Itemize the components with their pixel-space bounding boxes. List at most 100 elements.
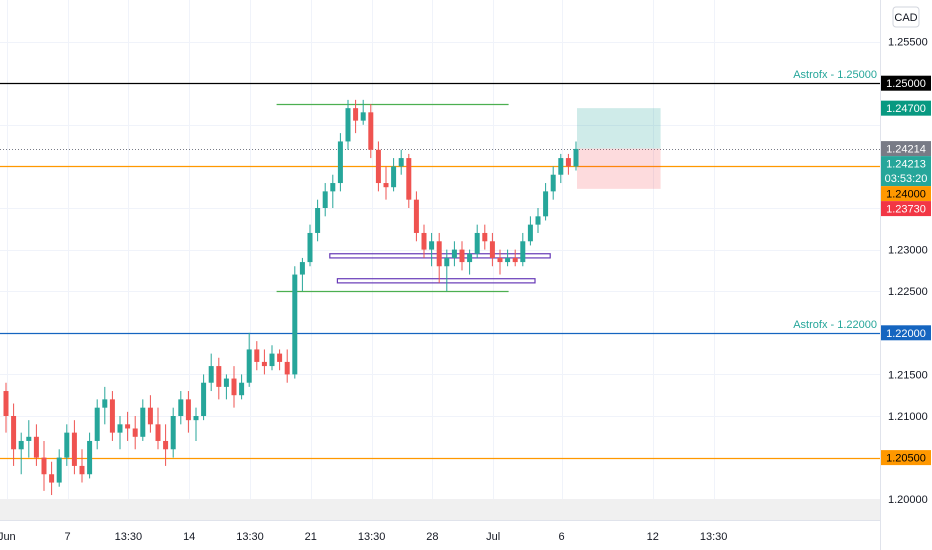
- candle-body: [102, 399, 108, 408]
- price-tag-bg: [881, 75, 931, 91]
- price-tick-label: 1.23000: [888, 245, 928, 257]
- zone-rectangle[interactable]: [336, 278, 536, 284]
- candle-body: [155, 424, 161, 441]
- price-tags: 1.250001.247001.242141.2421303:53:201.24…: [881, 75, 931, 466]
- price-tag-label: 1.20500: [886, 453, 926, 465]
- candle: [94, 399, 100, 450]
- candle: [497, 249, 503, 275]
- countdown-label: 03:53:20: [885, 173, 928, 185]
- time-tick-label: 28: [426, 531, 438, 543]
- candle: [391, 158, 397, 192]
- candle-body: [398, 158, 404, 167]
- price-tag: 1.25000: [881, 75, 931, 91]
- candle: [87, 432, 93, 479]
- candle-body: [550, 174, 556, 192]
- time-axis[interactable]: Jun 7 13:30 14 13:30 21 13:30 28 Jul 6 12 13:30: [0, 531, 727, 543]
- candle: [451, 241, 457, 267]
- position-stop-zone[interactable]: [577, 148, 661, 189]
- candle: [140, 399, 146, 441]
- candle: [11, 403, 17, 466]
- candle: [383, 166, 389, 200]
- candle: [535, 208, 541, 233]
- candle-body: [406, 158, 412, 200]
- candle-body: [261, 361, 267, 367]
- candle-body: [512, 257, 518, 263]
- candle: [543, 183, 549, 221]
- candle-body: [558, 158, 564, 175]
- candle-body: [117, 424, 123, 433]
- candle-body: [421, 232, 427, 250]
- candle: [277, 349, 283, 371]
- price-tag-bg: [881, 156, 931, 187]
- candle: [147, 395, 153, 433]
- candle-body: [178, 399, 184, 416]
- candle-body: [413, 199, 419, 233]
- currency-badge[interactable]: CAD: [892, 6, 920, 28]
- price-axis[interactable]: 1.20000 1.21000 1.21500 1.22500 1.23000 1.255…: [888, 37, 928, 507]
- candle: [163, 424, 169, 466]
- candle: [49, 461, 55, 496]
- candle-body: [505, 257, 511, 263]
- candle-body: [368, 112, 374, 150]
- level-annotations: Astrofx - 1.25000 Astrofx - 1.22000: [793, 69, 877, 331]
- candle-body: [49, 474, 55, 483]
- candle-body: [18, 440, 24, 450]
- price-tag-bg: [881, 325, 931, 341]
- candle-body: [330, 183, 336, 192]
- candle: [467, 249, 473, 275]
- price-tag-label: 1.24214: [886, 144, 926, 156]
- candle-body: [254, 349, 260, 362]
- candle-body: [3, 391, 9, 416]
- price-tag: 1.24214: [881, 141, 931, 157]
- candle-body: [337, 141, 343, 184]
- time-tick-label: 21: [305, 531, 317, 543]
- candle-body: [383, 183, 389, 188]
- price-tag-label: 1.24213: [886, 159, 926, 171]
- candle: [231, 366, 237, 408]
- candle-body: [64, 432, 70, 458]
- candle: [155, 407, 161, 450]
- candle-body: [520, 241, 526, 263]
- price-tag-bg: [881, 100, 931, 116]
- candle: [269, 345, 275, 371]
- horizontal-levels: [0, 82, 880, 460]
- candle-body: [56, 457, 62, 483]
- price-tag-label: 1.23730: [886, 204, 926, 216]
- candle: [125, 411, 131, 441]
- candle: [185, 391, 191, 433]
- candle: [261, 349, 267, 375]
- time-tick-label: 13:30: [358, 531, 386, 543]
- candle-body: [94, 407, 100, 441]
- candle-body: [489, 241, 495, 258]
- candle-body: [140, 407, 146, 437]
- drawings: [276, 103, 661, 293]
- candle-body: [345, 108, 351, 142]
- currency-label: CAD: [894, 12, 917, 24]
- candle: [178, 391, 184, 425]
- candle-body: [436, 241, 442, 267]
- candle: [3, 382, 9, 433]
- time-tick-label: 13:30: [115, 531, 143, 543]
- candle: [193, 407, 199, 441]
- price-tick-label: 1.21000: [888, 411, 928, 423]
- candle-body: [527, 224, 533, 242]
- candle-body: [163, 440, 169, 450]
- candle-body: [41, 457, 47, 475]
- candle-body: [208, 366, 214, 383]
- candle-body: [360, 112, 366, 121]
- candle: [489, 232, 495, 267]
- candle: [436, 232, 442, 283]
- candle-body: [535, 216, 541, 225]
- position-target-zone[interactable]: [577, 108, 661, 149]
- candle-body: [315, 208, 321, 233]
- price-tag-label: 1.22000: [886, 328, 926, 340]
- candle-body: [201, 382, 207, 416]
- candle-body: [353, 108, 359, 121]
- candle: [41, 440, 47, 491]
- candle: [421, 224, 427, 258]
- time-tick-label: Jun: [0, 531, 16, 543]
- candle-body: [223, 378, 229, 387]
- time-tick-label: 13:30: [700, 531, 728, 543]
- candle: [315, 199, 321, 242]
